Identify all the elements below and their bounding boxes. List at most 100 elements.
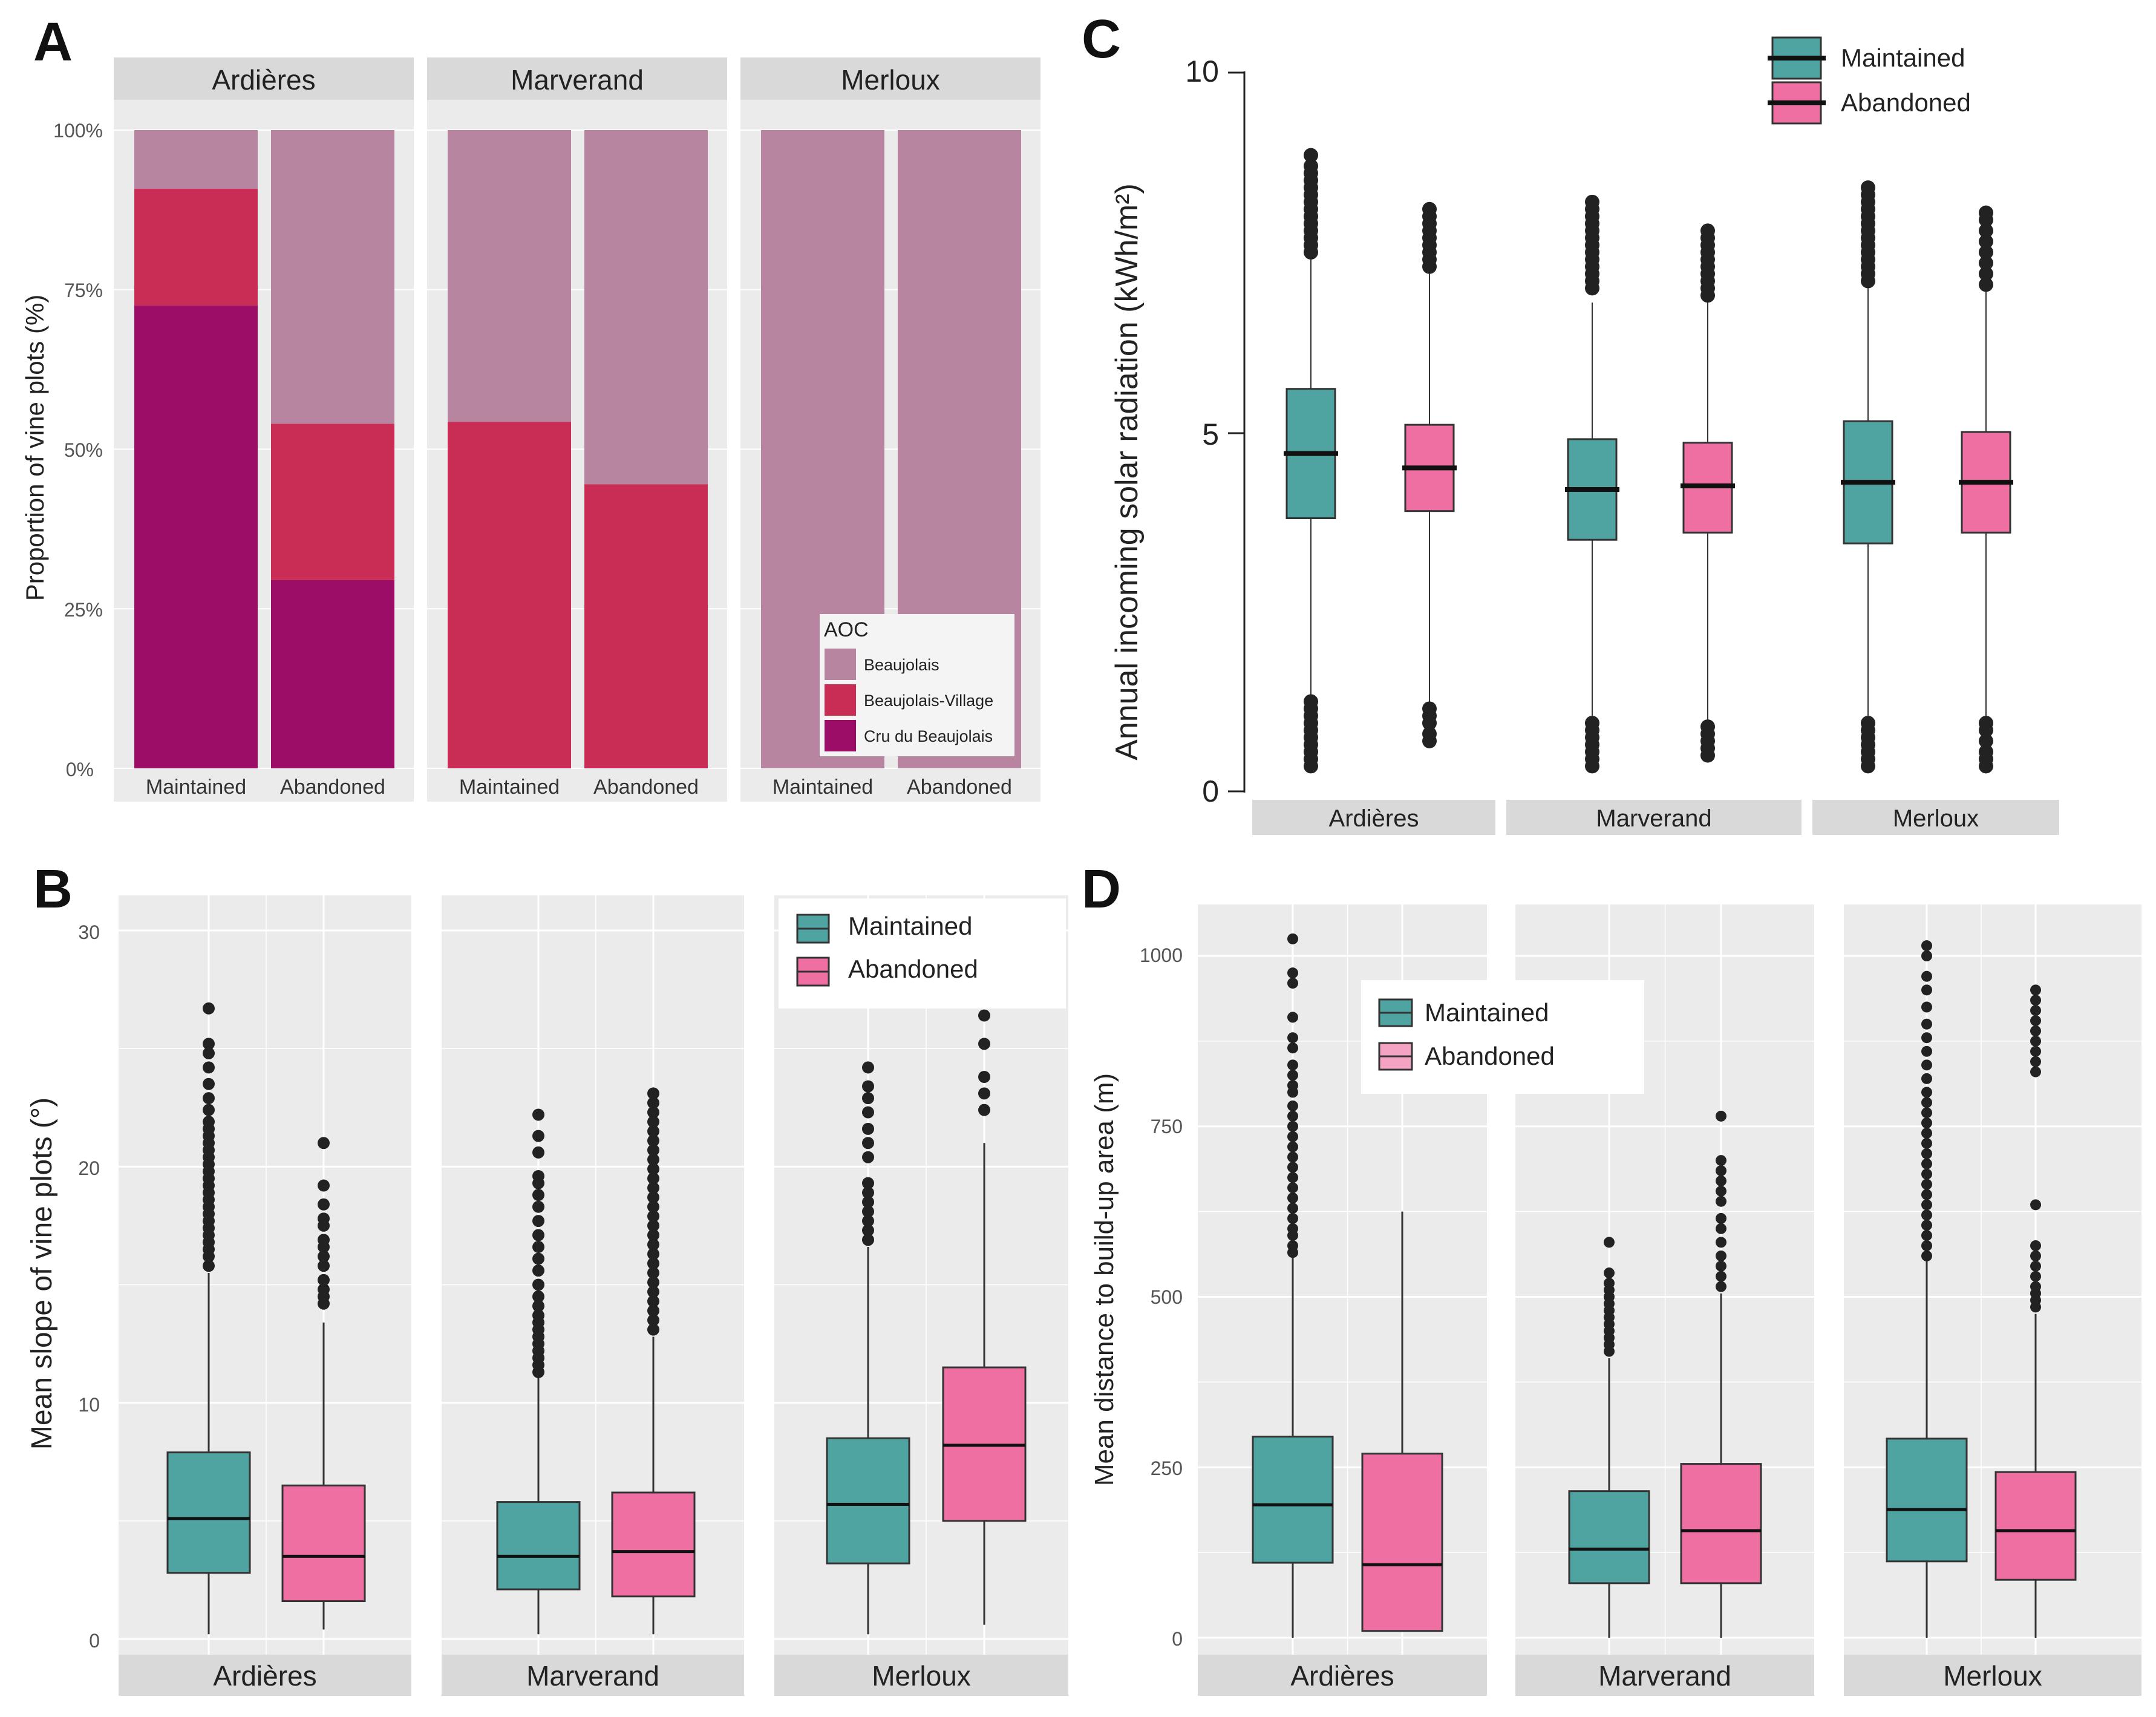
- panel-b-facet-bg-1: [119, 895, 411, 1655]
- outlier-point: [1304, 148, 1318, 163]
- outlier-point: [1716, 1175, 1726, 1186]
- outlier-point: [1287, 1182, 1298, 1194]
- legend-label-abandoned: Abandoned: [848, 955, 978, 983]
- box: [826, 1437, 910, 1565]
- panel-d-y-axis-title: Mean distance to build-up area (m): [1089, 1073, 1119, 1486]
- outlier-point: [2030, 1199, 2041, 1211]
- box: [281, 1484, 366, 1603]
- outlier-point: [862, 1195, 874, 1208]
- panel-a-ytick-50: 50%: [64, 439, 103, 461]
- outlier-point: [1921, 1117, 1932, 1129]
- outlier-point: [1921, 1107, 1932, 1119]
- outlier-point: [1716, 1281, 1726, 1292]
- legend-d-label-maintained: Maintained: [1425, 998, 1549, 1027]
- outlier-point: [1921, 1158, 1932, 1169]
- outlier-point: [318, 1274, 330, 1286]
- outlier-point: [862, 1224, 874, 1237]
- outlier-point: [1921, 1097, 1932, 1108]
- outlier-point: [318, 1212, 330, 1225]
- panel-b-facet-bg-3: [774, 895, 1068, 1655]
- outlier-point: [1304, 694, 1318, 709]
- outlier-point: [1287, 1192, 1298, 1204]
- outlier-point: [647, 1134, 659, 1147]
- panel-b: B Ardières Marverand Merloux 30 20 10 0 …: [26, 859, 1068, 1696]
- panel-c: C 10 5 0 Annual incoming solar radiation…: [1082, 9, 2059, 835]
- outlier-point: [203, 1002, 215, 1015]
- outlier-point: [532, 1278, 544, 1291]
- outlier-point: [2030, 995, 2041, 1006]
- outlier-point: [862, 1137, 874, 1150]
- outlier-point: [1921, 1001, 1932, 1013]
- box: [1994, 1471, 2077, 1581]
- outlier-point: [532, 1200, 544, 1213]
- box: [611, 1491, 696, 1598]
- outlier-point: [203, 1047, 215, 1059]
- outlier-point: [647, 1087, 659, 1100]
- panel-d-ytick-250: 250: [1151, 1457, 1183, 1479]
- outlier-point: [2030, 1035, 2041, 1047]
- outlier-point: [2030, 984, 2041, 996]
- panel-a-bar-segment: [134, 189, 258, 306]
- panel-a-strip-1: [114, 57, 414, 100]
- legend-c-label-abandoned: Abandoned: [1841, 88, 1971, 117]
- outlier-point: [1700, 719, 1715, 734]
- outlier-point: [203, 1061, 215, 1074]
- outlier-point: [318, 1283, 330, 1296]
- panel-d-strip-3: [1844, 1655, 2141, 1696]
- outlier-point: [318, 1179, 330, 1192]
- outlier-point: [1287, 1012, 1298, 1023]
- outlier-point: [1979, 255, 1993, 270]
- outlier-point: [647, 1248, 659, 1260]
- outlier-point: [1604, 1267, 1615, 1279]
- panel-a-bar-segment: [448, 130, 571, 422]
- panel-b-y-axis-title: Mean slope of vine plots (°): [26, 1097, 58, 1450]
- panel-c-ytick-5: 5: [1202, 417, 1219, 451]
- outlier-point: [978, 1104, 990, 1116]
- outlier-point: [647, 1210, 659, 1223]
- outlier-point: [1287, 1080, 1298, 1091]
- outlier-point: [532, 1130, 544, 1142]
- outlier-point: [2030, 1045, 2041, 1057]
- box: [1680, 1463, 1762, 1585]
- outlier-point: [532, 1241, 544, 1254]
- outlier-point: [1921, 1087, 1932, 1098]
- outlier-point: [1604, 1277, 1615, 1289]
- panel-d: D Ardières Marverand Merloux 1000 750 50…: [1082, 859, 2141, 1696]
- panel-b-strip-3: [774, 1655, 1068, 1696]
- outlier-point: [318, 1250, 330, 1263]
- outlier-point: [1287, 1240, 1298, 1251]
- outlier-point: [1585, 716, 1599, 731]
- outlier-point: [862, 1061, 874, 1074]
- outlier-point: [2030, 1260, 2041, 1272]
- panel-b-legend: Maintained Abandoned: [779, 898, 1066, 1009]
- outlier-point: [1921, 1168, 1932, 1180]
- panel-a-x-tick-label: Abandoned: [593, 776, 699, 799]
- panel-b-strip-label-3: Merloux: [872, 1660, 971, 1692]
- panel-b-strip-2: [442, 1655, 744, 1696]
- panel-a-bar-segment: [134, 130, 258, 189]
- outlier-point: [532, 1252, 544, 1265]
- box: [1568, 1490, 1650, 1585]
- panel-a-bar-segment: [584, 130, 708, 485]
- outlier-point: [1921, 1199, 1932, 1211]
- outlier-point: [1287, 1070, 1298, 1081]
- outlier-point: [318, 1137, 330, 1150]
- panel-a-bar-segment: [134, 306, 258, 768]
- panel-d-letter: D: [1082, 859, 1121, 920]
- panel-c-strip-label-1: Ardières: [1329, 805, 1419, 832]
- outlier-point: [862, 1151, 874, 1163]
- outlier-point: [1861, 716, 1875, 731]
- panel-c-ytick-10: 10: [1185, 54, 1219, 88]
- outlier-point: [647, 1286, 659, 1298]
- panel-a-x-tick-label: Maintained: [146, 776, 246, 799]
- outlier-point: [862, 1215, 874, 1228]
- panel-a-ytick-75: 75%: [64, 280, 103, 301]
- panel-a-strip-2: [427, 57, 727, 100]
- panel-a: A Ardières Marverand Merloux Maintained A…: [21, 12, 1040, 802]
- outlier-point: [1921, 950, 1932, 961]
- outlier-point: [647, 1304, 659, 1317]
- outlier-point: [1921, 1148, 1932, 1159]
- outlier-point: [1921, 1209, 1932, 1221]
- panel-b-facet-bg-2: [442, 895, 744, 1655]
- outlier-point: [647, 1257, 659, 1270]
